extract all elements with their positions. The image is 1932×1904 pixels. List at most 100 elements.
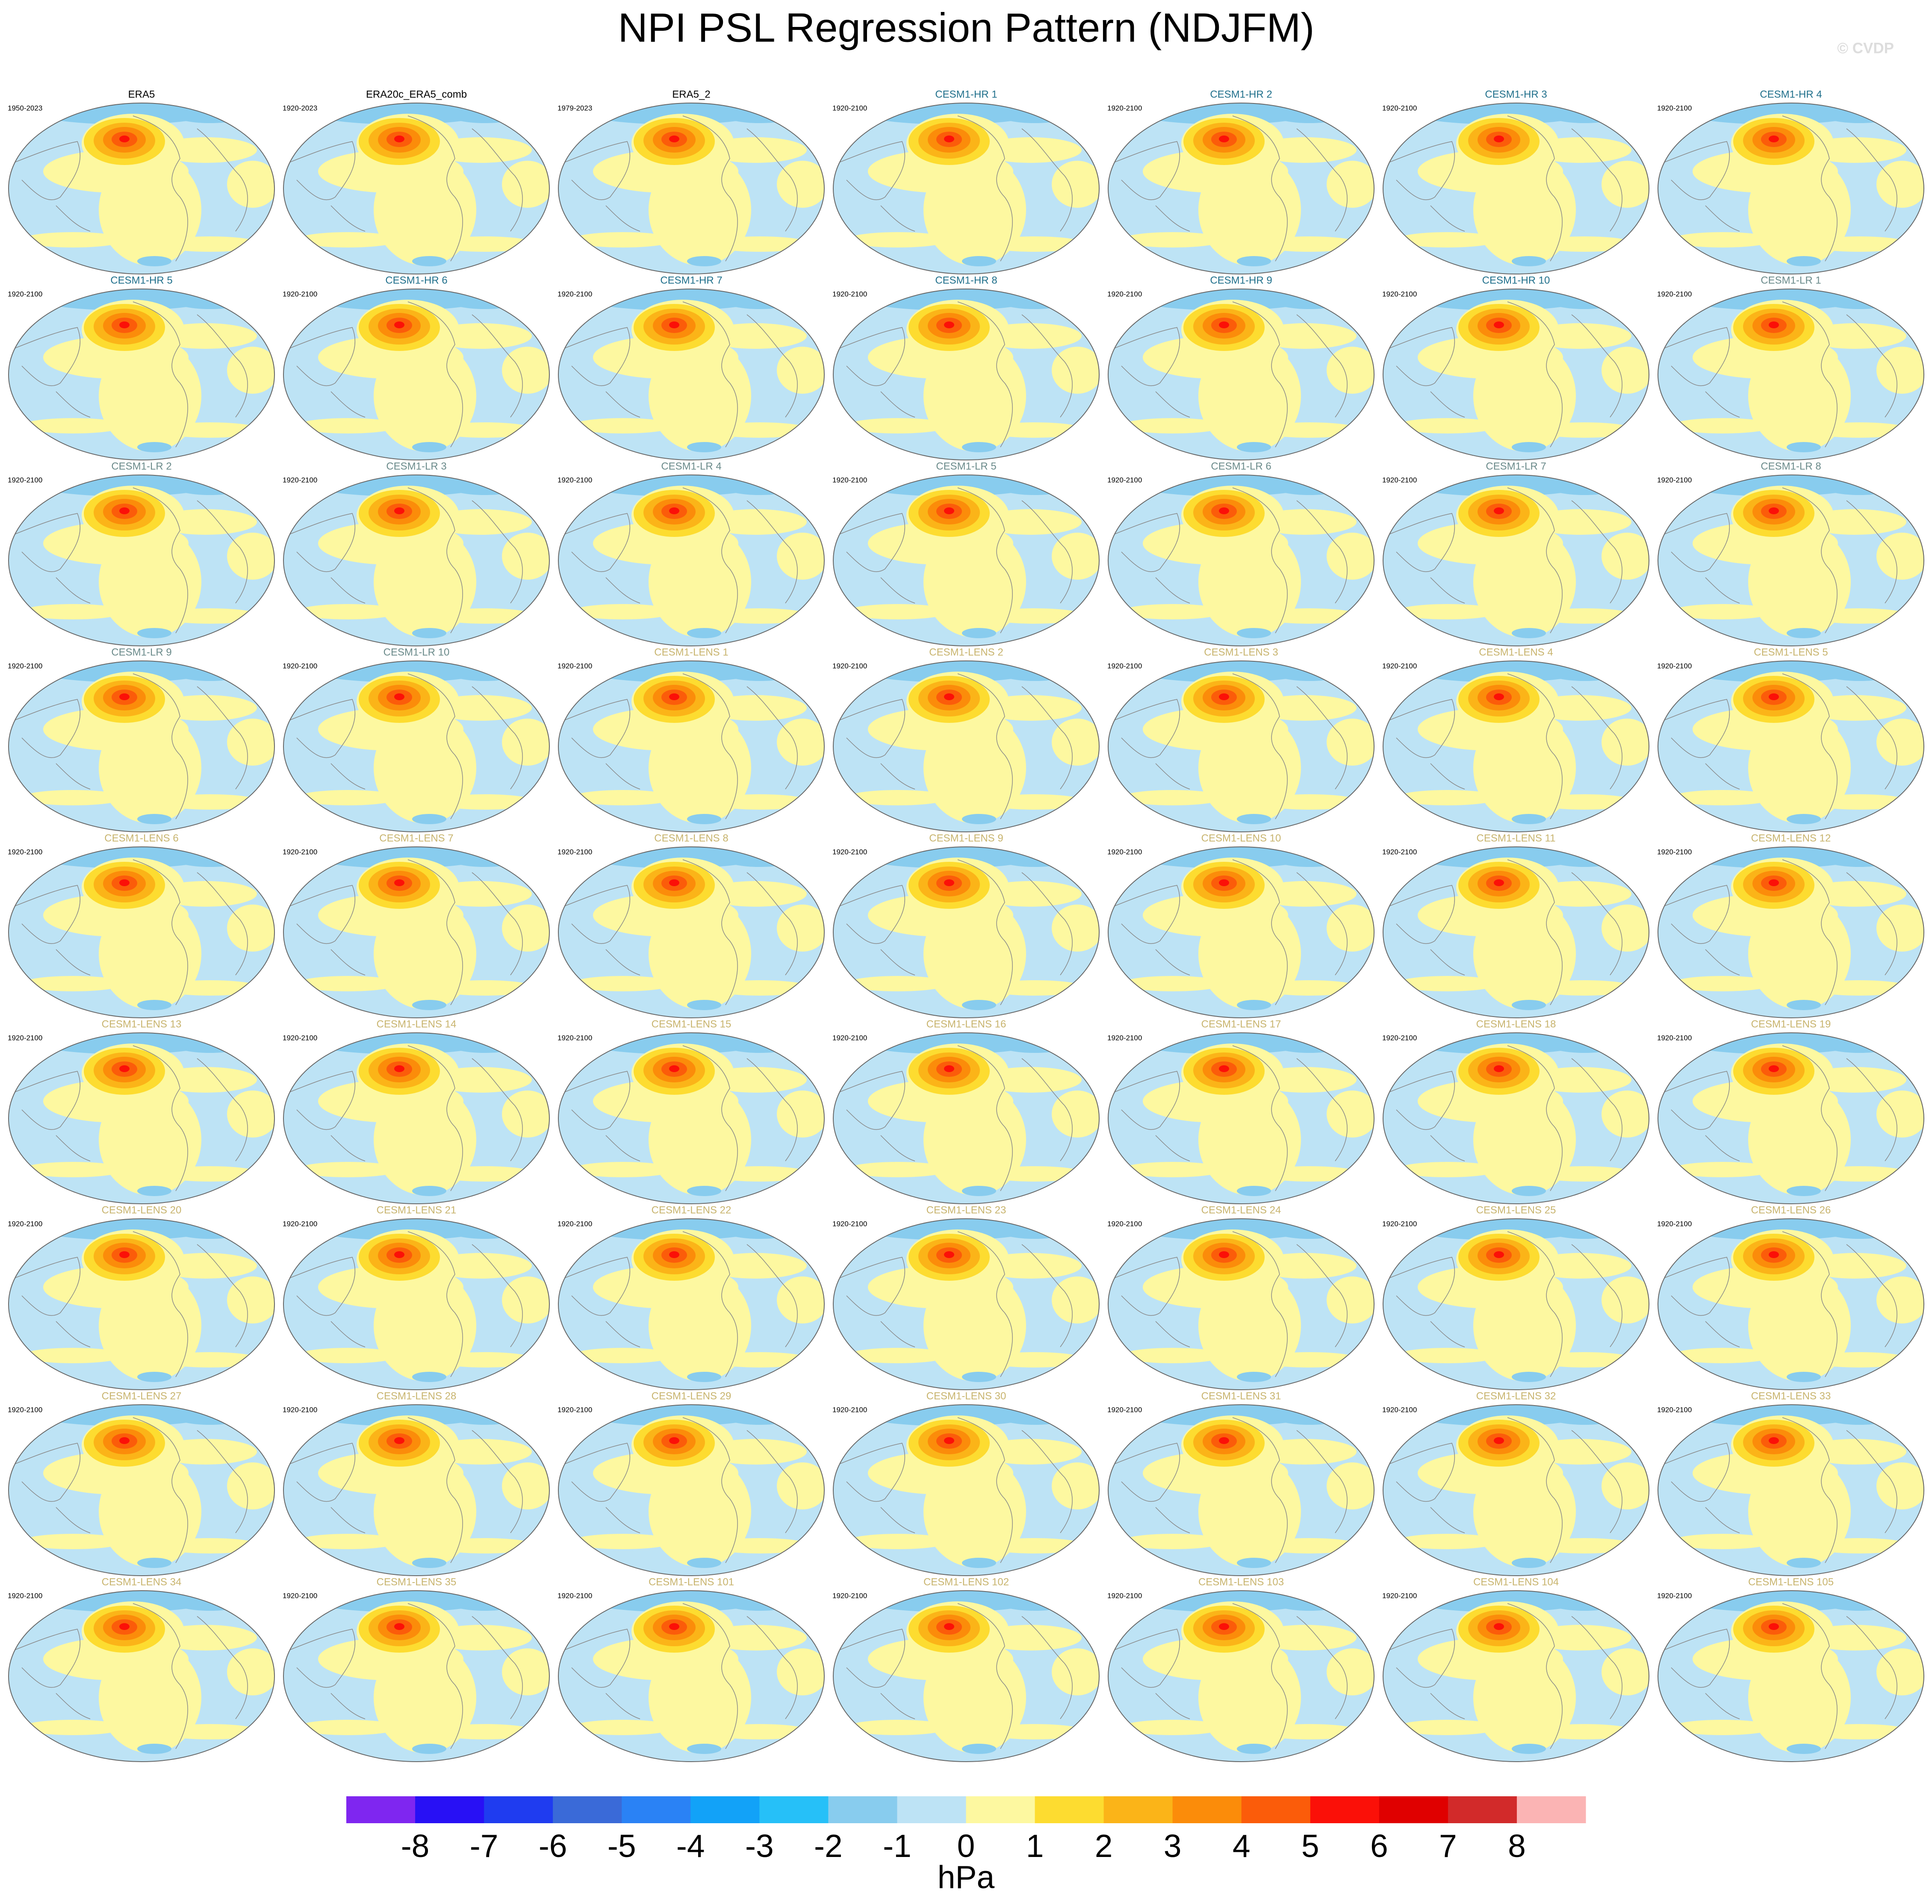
panel-period: 1920-2100 bbox=[1107, 290, 1142, 298]
panel-period: 1920-2100 bbox=[1107, 1592, 1142, 1600]
panel-period: 1920-2100 bbox=[1107, 1220, 1142, 1228]
map bbox=[558, 280, 828, 460]
map bbox=[9, 838, 278, 1018]
colorbar-tick-label: 7 bbox=[1439, 1828, 1457, 1864]
map bbox=[833, 466, 1103, 646]
map bbox=[833, 94, 1103, 274]
panel-title: CESM1-LENS 18 bbox=[1476, 1018, 1556, 1030]
map bbox=[1383, 1396, 1653, 1576]
map bbox=[9, 1024, 278, 1204]
map bbox=[1383, 466, 1653, 646]
map bbox=[1383, 838, 1653, 1018]
map-panel: CESM1-LENS 5 1920-2100 bbox=[1657, 646, 1928, 832]
map-panel: CESM1-LR 5 1920-2100 bbox=[832, 460, 1103, 646]
panel-title: CESM1-HR 2 bbox=[1210, 88, 1272, 100]
panel-period: 1920-2100 bbox=[8, 1592, 42, 1600]
map-panel: CESM1-LENS 29 1920-2100 bbox=[557, 1390, 828, 1576]
map bbox=[1658, 1396, 1928, 1576]
map-panel: CESM1-LENS 2 1920-2100 bbox=[832, 646, 1103, 832]
map-panel: CESM1-LENS 104 1920-2100 bbox=[1382, 1576, 1653, 1762]
map-panel: CESM1-LENS 4 1920-2100 bbox=[1382, 646, 1653, 832]
map-panel: CESM1-LENS 3 1920-2100 bbox=[1107, 646, 1378, 832]
map bbox=[833, 1024, 1103, 1204]
panel-period: 1920-2100 bbox=[557, 662, 592, 670]
map-panel: CESM1-LENS 21 1920-2100 bbox=[283, 1204, 553, 1390]
panel-title: CESM1-LR 7 bbox=[1486, 460, 1546, 472]
map bbox=[1658, 652, 1928, 832]
map bbox=[1108, 1396, 1378, 1576]
colorbar-tick-label: -4 bbox=[676, 1828, 705, 1864]
colorbar-box bbox=[1448, 1796, 1517, 1823]
map-panel: CESM1-LENS 7 1920-2100 bbox=[283, 832, 553, 1018]
panel-title: CESM1-LENS 27 bbox=[102, 1390, 182, 1402]
panel-period: 1920-2100 bbox=[557, 290, 592, 298]
colorbar-box bbox=[622, 1796, 691, 1823]
panel-title: CESM1-LENS 1 bbox=[654, 646, 728, 658]
colorbar-box bbox=[1241, 1796, 1311, 1823]
map-panel: CESM1-LR 6 1920-2100 bbox=[1107, 460, 1378, 646]
map-panel: CESM1-LENS 33 1920-2100 bbox=[1657, 1390, 1928, 1576]
map bbox=[283, 280, 553, 460]
panel-title: ERA5_2 bbox=[672, 88, 710, 100]
map-panel: CESM1-LENS 26 1920-2100 bbox=[1657, 1204, 1928, 1390]
map-panel: CESM1-LENS 8 1920-2100 bbox=[557, 832, 828, 1018]
panel-title: CESM1-HR 10 bbox=[1482, 274, 1550, 286]
map-panel: CESM1-LENS 18 1920-2100 bbox=[1382, 1018, 1653, 1204]
panel-title: CESM1-HR 3 bbox=[1485, 88, 1547, 100]
map bbox=[9, 652, 278, 832]
colorbar-box bbox=[897, 1796, 966, 1823]
panel-title: CESM1-LENS 12 bbox=[1751, 832, 1831, 844]
map-panel: CESM1-LR 4 1920-2100 bbox=[557, 460, 828, 646]
panel-title: CESM1-LENS 21 bbox=[377, 1204, 457, 1216]
panel-title: CESM1-LR 2 bbox=[111, 460, 171, 472]
colorbar-tick-label: 2 bbox=[1095, 1828, 1113, 1864]
map bbox=[1383, 1024, 1653, 1204]
panel-title: CESM1-LENS 35 bbox=[377, 1576, 457, 1588]
panel-title: CESM1-LENS 105 bbox=[1748, 1576, 1834, 1588]
panel-title: CESM1-LENS 30 bbox=[926, 1390, 1006, 1402]
map-panel: CESM1-LENS 12 1920-2100 bbox=[1657, 832, 1928, 1018]
map-panel: CESM1-LENS 102 1920-2100 bbox=[832, 1576, 1103, 1762]
map bbox=[1108, 1024, 1378, 1204]
colorbar-tick-label: 8 bbox=[1508, 1828, 1526, 1864]
map bbox=[283, 1024, 553, 1204]
map-panel: CESM1-LR 8 1920-2100 bbox=[1657, 460, 1928, 646]
panel-title: CESM1-LENS 31 bbox=[1201, 1390, 1281, 1402]
panel-title: CESM1-LENS 22 bbox=[652, 1204, 732, 1216]
panel-period: 1979-2023 bbox=[557, 104, 592, 112]
panel-title: CESM1-HR 7 bbox=[660, 274, 722, 286]
panel-period: 1920-2100 bbox=[1382, 1220, 1417, 1228]
panel-title: CESM1-HR 8 bbox=[935, 274, 997, 286]
map bbox=[558, 1024, 828, 1204]
map-panel: CESM1-LR 3 1920-2100 bbox=[283, 460, 553, 646]
map bbox=[1383, 1210, 1653, 1390]
panel-period: 1920-2100 bbox=[1657, 290, 1692, 298]
panel-title: CESM1-LENS 24 bbox=[1201, 1204, 1281, 1216]
panel-title: CESM1-LR 9 bbox=[111, 646, 171, 658]
panel-period: 1920-2100 bbox=[283, 1220, 317, 1228]
panel-title: CESM1-LENS 34 bbox=[102, 1576, 182, 1588]
panel-title: CESM1-LENS 101 bbox=[649, 1576, 734, 1588]
map bbox=[1658, 94, 1928, 274]
map bbox=[9, 1396, 278, 1576]
panel-title: CESM1-LENS 104 bbox=[1473, 1576, 1559, 1588]
panel-title: CESM1-LENS 29 bbox=[652, 1390, 732, 1402]
map-panel: CESM1-LENS 34 1920-2100 bbox=[8, 1576, 278, 1762]
map-panel: CESM1-LENS 28 1920-2100 bbox=[283, 1390, 553, 1576]
panel-title: CESM1-LENS 13 bbox=[102, 1018, 182, 1030]
colorbar-tick-label: 0 bbox=[957, 1828, 975, 1864]
map bbox=[1108, 1210, 1378, 1390]
map-panel: CESM1-LENS 13 1920-2100 bbox=[8, 1018, 278, 1204]
map-panel: CESM1-LENS 10 1920-2100 bbox=[1107, 832, 1378, 1018]
map-panel: ERA5 1950-2023 bbox=[8, 88, 278, 274]
panel-title: CESM1-LENS 20 bbox=[102, 1204, 182, 1216]
map-panel: CESM1-LENS 19 1920-2100 bbox=[1657, 1018, 1928, 1204]
colorbar-tick-label: 5 bbox=[1301, 1828, 1319, 1864]
colorbar-box bbox=[966, 1796, 1035, 1823]
map bbox=[833, 652, 1103, 832]
panel-period: 1920-2100 bbox=[283, 290, 317, 298]
colorbar-box bbox=[553, 1796, 622, 1823]
panel-period: 1920-2100 bbox=[1382, 1406, 1417, 1414]
panel-period: 1920-2100 bbox=[557, 1034, 592, 1042]
